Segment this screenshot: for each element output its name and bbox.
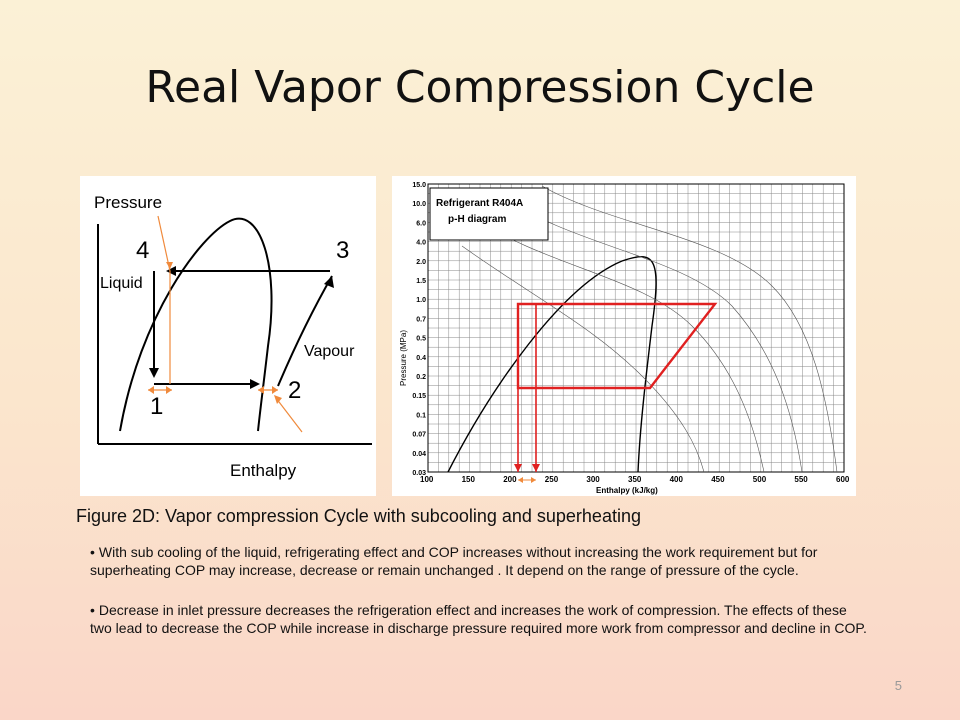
x-tick-label: 150 — [462, 475, 476, 484]
left-ph-diagram: Pressure Enthalpy Liquid Vapour 1 2 3 4 — [80, 176, 376, 496]
x-tick-label: 200 — [503, 475, 517, 484]
y-axis-label: Pressure (MPa) — [399, 330, 408, 386]
diagram-title-1: Refrigerant R404A — [436, 198, 523, 209]
x-axis-label: Enthalpy (kJ/kg) — [596, 486, 658, 495]
saturation-dome — [119, 217, 273, 432]
bullet-list: • With sub cooling of the liquid, refrige… — [90, 543, 870, 637]
red-cycle-overlay — [516, 302, 718, 390]
bullet-item: • Decrease in inlet pressure decreases th… — [90, 602, 867, 636]
compression-line — [277, 275, 333, 387]
point-1-label: 1 — [150, 393, 163, 420]
diagram-title-box — [429, 187, 549, 241]
x-tick-label: 350 — [628, 475, 642, 484]
y-tick-label: 15.0 — [412, 182, 426, 189]
plot-frame — [427, 183, 845, 473]
saturation-dome — [447, 256, 657, 473]
x-tick-label: 600 — [836, 475, 850, 484]
x-axis-label: Enthalpy — [230, 461, 297, 480]
right-ph-diagram: Refrigerant R404A p-H diagram 15.0 10.0 6.… — [392, 176, 856, 496]
x-tick-label: 250 — [545, 475, 559, 484]
y-tick-label: 0.03 — [412, 470, 426, 477]
y-axis-label: Pressure — [94, 193, 162, 212]
y-tick-label: 0.7 — [416, 316, 426, 323]
y-tick-label: 0.1 — [416, 412, 426, 419]
bullet-dot: • — [90, 602, 95, 618]
y-tick-label: 1.5 — [416, 278, 426, 285]
page-number: 5 — [894, 678, 902, 693]
y-tick-label: 0.4 — [416, 355, 426, 362]
y-tick-label: 0.2 — [416, 374, 426, 381]
y-tick-label: 0.07 — [412, 432, 426, 439]
y-tick-label: 10.0 — [412, 201, 426, 208]
y-tick-label: 0.04 — [412, 451, 426, 458]
point-2-label: 2 — [288, 377, 301, 404]
x-tick-label: 500 — [753, 475, 767, 484]
y-tick-label: 6.0 — [416, 220, 426, 227]
x-tick-label: 550 — [794, 475, 808, 484]
y-tick-label: 4.0 — [416, 240, 426, 247]
diagram-title-2: p-H diagram — [448, 214, 506, 225]
region-vapour-label: Vapour — [304, 343, 355, 360]
region-liquid-label: Liquid — [100, 275, 143, 292]
y-tick-label: 2.0 — [416, 259, 426, 266]
point-3-label: 3 — [336, 237, 349, 264]
slide-title: Real Vapor Compression Cycle — [145, 62, 815, 113]
y-tick-label: 0.5 — [416, 336, 426, 343]
x-tick-label: 100 — [420, 475, 434, 484]
bullet-item: • With sub cooling of the liquid, refrige… — [90, 544, 818, 578]
point-4-label: 4 — [136, 237, 149, 264]
y-tick-label: 1.0 — [416, 297, 426, 304]
figure-caption: Figure 2D: Vapor compression Cycle with … — [76, 506, 641, 526]
x-tick-label: 400 — [670, 475, 684, 484]
y-tick-label: 0.15 — [412, 393, 426, 400]
x-tick-label: 450 — [711, 475, 725, 484]
bullet-dot: • — [90, 544, 95, 560]
x-tick-label: 300 — [586, 475, 600, 484]
